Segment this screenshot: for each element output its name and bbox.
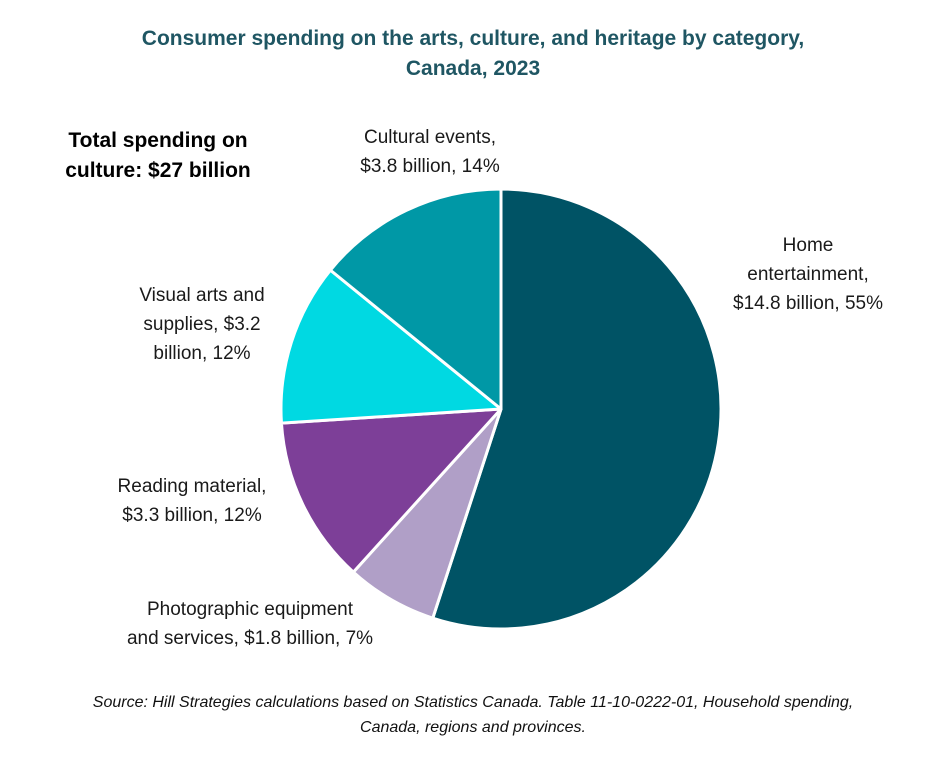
slice-label-line: entertainment, bbox=[747, 264, 869, 285]
slice-label-cultural-events: Cultural events, $3.8 billion, 14% bbox=[330, 123, 530, 181]
source-note: Source: Hill Strategies calculations bas… bbox=[0, 690, 946, 740]
slice-label-line: supplies, $3.2 bbox=[143, 314, 261, 335]
slice-label-line: Home bbox=[782, 235, 834, 256]
slice-label-reading-material: Reading material, $3.3 billion, 12% bbox=[92, 472, 292, 530]
chart-title: Consumer spending on the arts, culture, … bbox=[0, 24, 946, 84]
slice-label-line: Cultural events, bbox=[363, 127, 496, 148]
slice-label-line: $3.3 billion, 12% bbox=[122, 505, 262, 526]
slice-label-line: Visual arts and bbox=[139, 285, 265, 306]
chart-title-line: Consumer spending on the arts, culture, … bbox=[141, 27, 805, 50]
slice-label-photographic-equipment: Photographic equipment and services, $1.… bbox=[100, 595, 400, 653]
pie-slice-cultural-events bbox=[328, 187, 503, 411]
slice-label-line: $14.8 billion, 55% bbox=[733, 293, 883, 314]
total-spending-line-2: culture: $27 billion bbox=[65, 159, 251, 182]
total-spending-line-1: Total spending on bbox=[68, 129, 248, 152]
pie-slice-home-entertainment bbox=[431, 187, 723, 631]
total-spending-annotation: Total spending on culture: $27 billion bbox=[38, 126, 278, 186]
source-line: Canada, regions and provinces. bbox=[360, 719, 586, 736]
slice-label-line: billion, 12% bbox=[153, 343, 251, 364]
slice-label-line: Reading material, bbox=[117, 476, 267, 497]
slice-label-line: Photographic equipment bbox=[147, 599, 353, 620]
slice-label-visual-arts: Visual arts and supplies, $3.2 billion, … bbox=[102, 281, 302, 368]
pie-slice-visual-arts-and-supplies bbox=[279, 268, 503, 425]
slice-label-line: and services, $1.8 billion, 7% bbox=[126, 628, 374, 649]
chart-subtitle-line: Canada, 2023 bbox=[405, 57, 541, 80]
pie-slice-reading-material bbox=[279, 407, 503, 574]
slice-label-home-entertainment: Home entertainment, $14.8 billion, 55% bbox=[708, 231, 908, 318]
source-line: Source: Hill Strategies calculations bas… bbox=[92, 694, 854, 711]
slice-label-line: $3.8 billion, 14% bbox=[360, 156, 500, 177]
